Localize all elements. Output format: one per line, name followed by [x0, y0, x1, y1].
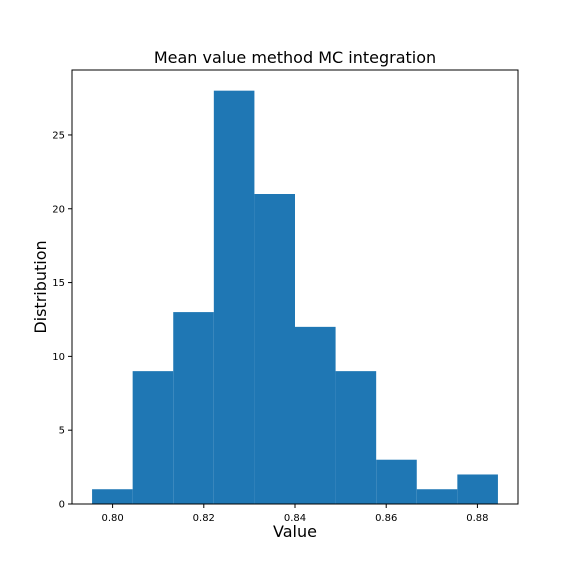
chart-title: Mean value method MC integration	[154, 48, 436, 67]
x-tick-label: 0.80	[101, 513, 123, 524]
y-tick-label: 15	[52, 278, 65, 289]
y-axis: 0 5 10 15 20 25	[52, 130, 72, 511]
x-tick-label: 0.84	[284, 513, 306, 524]
histogram-bar	[457, 474, 498, 504]
x-axis-label: Value	[273, 522, 317, 541]
y-tick-label: 20	[52, 204, 65, 215]
histogram-bar	[335, 371, 377, 504]
x-tick-label: 0.82	[193, 513, 215, 524]
y-axis-label: Distribution	[31, 240, 50, 333]
y-tick-label: 0	[59, 500, 65, 511]
y-tick-label: 10	[52, 352, 65, 363]
y-tick-label: 5	[59, 426, 65, 437]
bars-group	[92, 90, 498, 505]
histogram-bar	[254, 194, 295, 504]
histogram-bar	[416, 489, 458, 504]
histogram-bar	[92, 489, 133, 504]
x-tick-label: 0.88	[466, 513, 488, 524]
histogram-bar	[376, 459, 417, 504]
histogram-bar	[213, 90, 255, 505]
y-tick-label: 25	[52, 130, 65, 141]
x-axis: 0.80 0.82 0.84 0.86 0.88	[101, 504, 489, 524]
x-tick-label: 0.86	[375, 513, 397, 524]
histogram-bar	[173, 312, 214, 504]
histogram-bar	[132, 371, 174, 504]
histogram-bar	[295, 326, 336, 504]
